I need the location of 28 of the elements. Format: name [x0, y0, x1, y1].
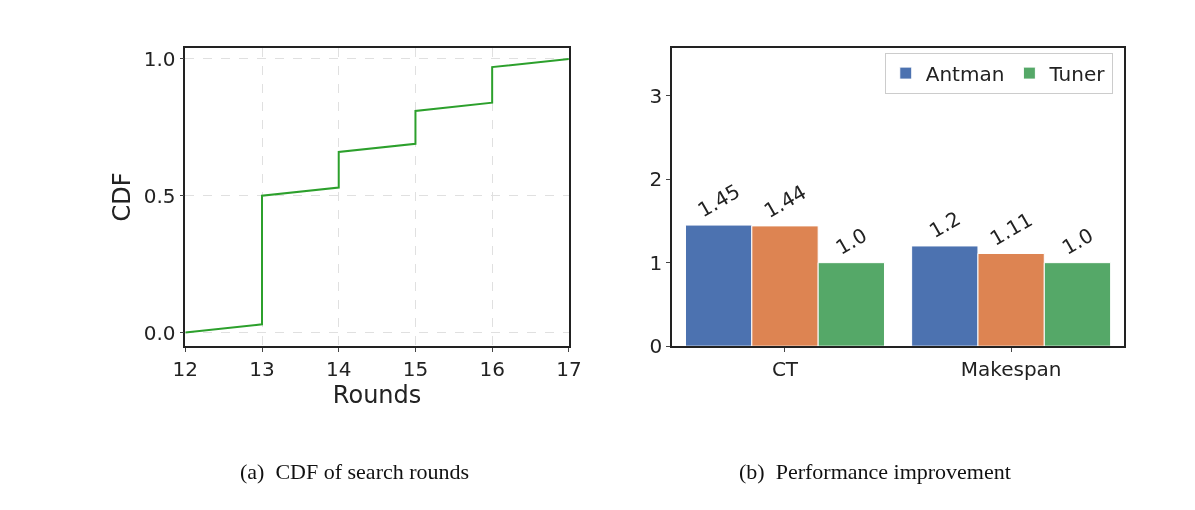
legend-label: Antman [925, 61, 1005, 86]
text: (b) Performance improvement [739, 459, 1011, 484]
y-axis-title: CDF [108, 172, 137, 222]
x-axis-title: Rounds [332, 380, 422, 409]
x-tick-label: 17 [556, 356, 582, 381]
x-tick-label: 13 [249, 356, 275, 381]
x-tick-label: 14 [326, 356, 352, 381]
legend-label: Tuner [1048, 61, 1106, 86]
x-tick-label: Makespan [960, 356, 1062, 381]
y-tick-label: 0.0 [143, 320, 176, 345]
data-label: 1.0 [831, 222, 872, 260]
x-tick-label: CT [771, 356, 799, 381]
data-label: 1.11 [985, 207, 1037, 251]
y-tick-label: 1.0 [143, 46, 176, 71]
line-series [185, 57, 569, 334]
data-label: 1.2 [925, 206, 965, 243]
x-tick-label: 12 [172, 356, 199, 381]
data-label: 1.44 [759, 179, 811, 223]
y-tick-label: 1 [649, 250, 663, 275]
x-tick-label: 15 [402, 356, 429, 381]
text: (a) CDF of search rounds [240, 459, 470, 484]
y-tick-label: 0 [649, 334, 663, 359]
data-label: 1.45 [693, 179, 744, 223]
y-tick-label: 2 [649, 167, 663, 192]
y-tick-label: 3 [649, 83, 663, 108]
x-tick-label: 16 [479, 356, 505, 381]
data-label: 1.0 [1057, 222, 1098, 260]
y-tick-label: 0.5 [143, 183, 176, 208]
